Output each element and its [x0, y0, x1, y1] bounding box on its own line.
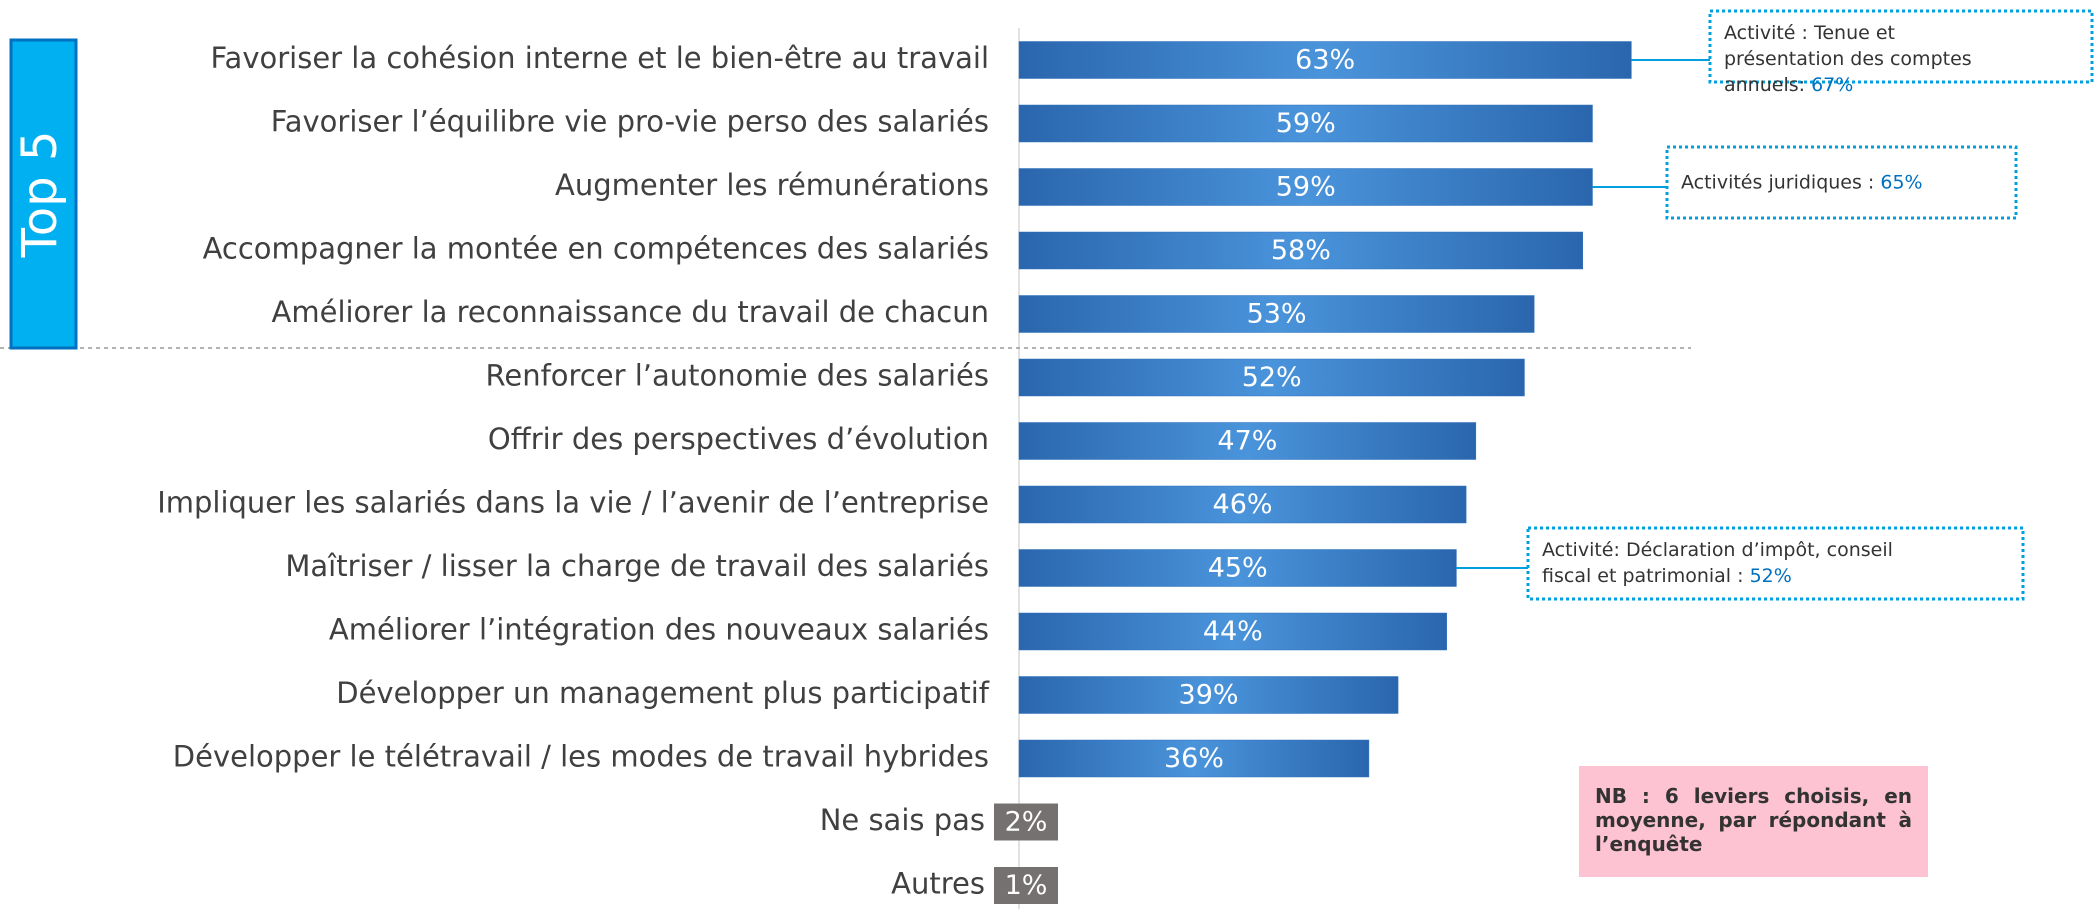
callout-value: 65% [1880, 171, 1922, 193]
callout-text-line: présentation des comptes [1724, 48, 1972, 70]
category-label: Accompagner la montée en compétences des… [203, 232, 989, 266]
category-label: Favoriser la cohésion interne et le bien… [211, 41, 989, 75]
bar [1018, 358, 1525, 397]
callout-box [1665, 145, 2018, 220]
callout-box [1708, 9, 2094, 84]
category-label: Maîtriser / lisser la charge de travail … [285, 549, 989, 583]
callout-value: 52% [1750, 565, 1792, 587]
value-label: 36% [1164, 743, 1224, 774]
callout-text-line: Activité: Déclaration d’impôt, conseil [1542, 539, 1893, 561]
category-label: Développer un management plus participat… [336, 676, 990, 710]
value-label: 53% [1247, 299, 1307, 330]
value-label: 47% [1217, 426, 1277, 457]
bar [1018, 231, 1584, 270]
bar [1018, 612, 1447, 651]
callout-text-line: Activités juridiques : [1681, 171, 1880, 193]
category-label: Améliorer l’intégration des nouveaux sal… [329, 613, 989, 647]
category-label: Offrir des perspectives d’évolution [488, 422, 989, 456]
bar [1018, 676, 1399, 714]
category-label: Ne sais pas [820, 803, 985, 837]
callout-text-line: Activité : Tenue et [1724, 22, 1895, 44]
callout-text: Activités juridiques : 65% [1681, 171, 1923, 193]
category-label: Augmenter les rémunérations [555, 168, 989, 202]
category-label: Favoriser l’équilibre vie pro-vie perso … [271, 105, 989, 139]
value-label: 44% [1203, 616, 1263, 647]
bar [1019, 803, 1039, 841]
note: NB : 6 leviers choisis, en moyenne, par … [1579, 766, 1928, 877]
top5-label: Top 5 [12, 131, 68, 259]
bar [1018, 549, 1457, 587]
callout-text-line: fiscal et patrimonial : [1542, 565, 1750, 587]
bar [1018, 422, 1477, 460]
category-label: Impliquer les salariés dans la vie / l’a… [157, 486, 989, 520]
bar [1018, 739, 1370, 778]
callout-value: 67% [1811, 74, 1853, 96]
value-label: 1% [1005, 870, 1048, 901]
value-label: 52% [1242, 362, 1302, 393]
category-label: Autres [891, 867, 985, 901]
bar [1018, 295, 1535, 333]
callout-box [1526, 526, 2025, 601]
bar [1018, 168, 1593, 206]
top5-box [9, 38, 78, 350]
bar [1018, 104, 1593, 143]
value-label: 45% [1208, 553, 1268, 584]
value-label: 58% [1271, 235, 1331, 266]
callout-text: Activité: Déclaration d’impôt, conseil fi… [1542, 539, 1893, 587]
value-label: 59% [1276, 172, 1336, 203]
value-label: 59% [1276, 108, 1336, 139]
value-label: 63% [1295, 45, 1355, 76]
value-label: 46% [1213, 489, 1273, 520]
category-label: Améliorer la reconnaissance du travail d… [272, 295, 989, 329]
bar [1018, 485, 1467, 524]
bar [1018, 41, 1632, 79]
category-label: Renforcer l’autonomie des salariés [486, 359, 989, 393]
bar [1019, 867, 1029, 904]
category-label: Développer le télétravail / les modes de… [173, 740, 989, 774]
value-label: 39% [1179, 680, 1239, 711]
value-label: 2% [1005, 807, 1048, 838]
callout-text: Activité : Tenue et présentation des comp… [1724, 22, 1972, 96]
callout-text-line: annuels: [1724, 74, 1811, 96]
